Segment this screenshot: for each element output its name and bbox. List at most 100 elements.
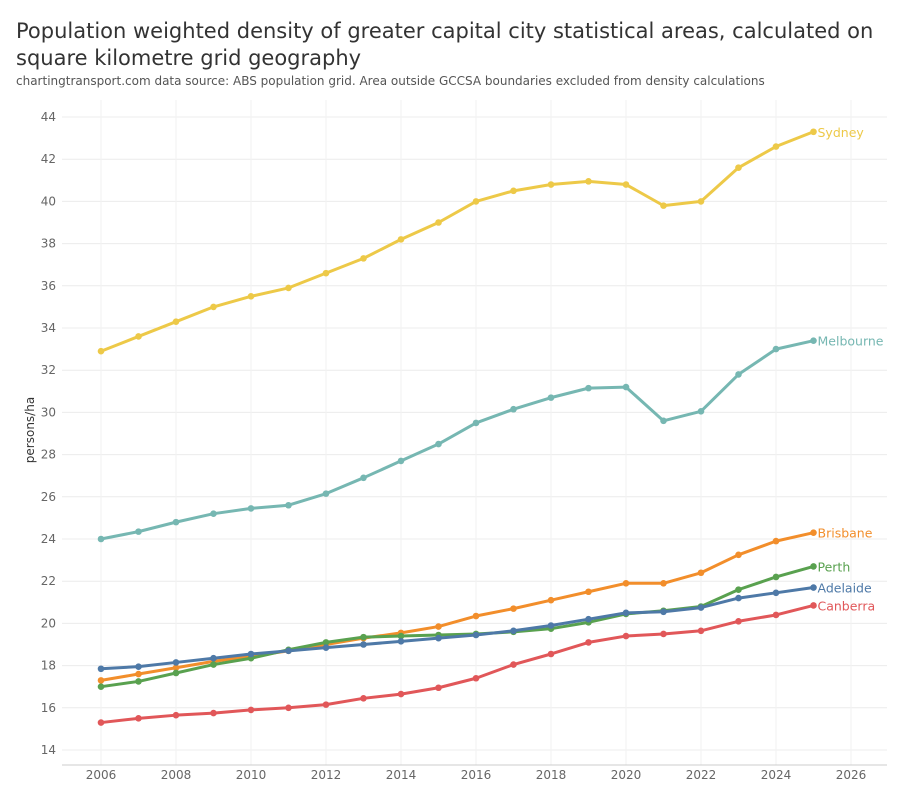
- y-tick-label: 38: [41, 237, 56, 251]
- data-point: [472, 198, 480, 205]
- data-point: [660, 608, 667, 616]
- series-line: [100, 586, 814, 671]
- x-tick-label: 2024: [761, 768, 792, 782]
- data-point: [97, 347, 105, 355]
- data-point: [360, 695, 367, 702]
- y-tick-label: 30: [41, 405, 56, 419]
- data-point: [285, 647, 292, 655]
- y-tick-label: 42: [41, 152, 56, 166]
- data-point: [247, 706, 255, 714]
- data-point: [585, 178, 592, 185]
- data-point: [172, 318, 180, 325]
- data-point: [547, 622, 555, 629]
- data-point: [135, 678, 142, 685]
- y-tick-label: 28: [41, 448, 56, 462]
- y-tick-label: 40: [41, 194, 56, 208]
- data-point: [435, 440, 442, 448]
- data-point: [547, 394, 555, 401]
- series-line: [100, 130, 815, 353]
- data-point: [810, 128, 817, 136]
- y-tick-label: 34: [41, 321, 56, 335]
- data-point: [322, 701, 330, 708]
- data-point: [697, 569, 705, 577]
- data-point: [285, 284, 292, 292]
- data-point: [810, 602, 817, 609]
- data-point: [697, 627, 705, 635]
- data-point: [547, 181, 555, 188]
- data-point: [772, 143, 780, 150]
- data-point: [772, 589, 780, 597]
- data-point: [435, 623, 442, 630]
- data-point: [622, 383, 630, 391]
- data-point: [585, 639, 592, 646]
- series-label: Brisbane: [818, 526, 873, 541]
- series-line: [100, 604, 814, 725]
- y-tick-label: 36: [41, 279, 56, 293]
- data-point: [360, 474, 367, 482]
- series-adelaide: Adelaide: [97, 581, 872, 673]
- data-point: [135, 663, 142, 670]
- data-point: [622, 181, 630, 188]
- data-point: [360, 633, 367, 641]
- y-axis-label: persons/ha: [23, 397, 37, 463]
- x-tick-label: 2006: [86, 768, 117, 782]
- data-point: [697, 408, 705, 415]
- data-point: [210, 709, 217, 717]
- data-point: [510, 627, 517, 635]
- data-point: [472, 419, 480, 427]
- data-point: [510, 661, 517, 668]
- data-point: [697, 198, 705, 205]
- data-point: [97, 677, 105, 684]
- data-point: [247, 505, 255, 512]
- data-point: [172, 711, 180, 719]
- y-tick-label: 26: [41, 490, 56, 504]
- data-point: [735, 371, 742, 378]
- data-point: [772, 537, 780, 545]
- data-point: [622, 609, 630, 617]
- series-perth: Perth: [97, 559, 851, 690]
- y-tick-label: 16: [41, 701, 56, 715]
- series-label: Perth: [818, 559, 851, 574]
- data-point: [135, 715, 142, 722]
- data-point: [660, 580, 667, 587]
- series-sydney: Sydney: [97, 125, 864, 355]
- y-tick-label: 20: [41, 616, 56, 630]
- data-point: [397, 457, 405, 465]
- data-point: [660, 630, 667, 638]
- data-point: [697, 604, 705, 611]
- x-tick-label: 2018: [536, 768, 567, 782]
- data-point: [810, 563, 817, 570]
- data-point: [285, 704, 292, 712]
- data-point: [135, 528, 142, 535]
- data-point: [322, 639, 330, 646]
- series-label: Melbourne: [818, 334, 884, 349]
- x-tick-label: 2010: [236, 768, 267, 782]
- x-tick-label: 2008: [161, 768, 192, 782]
- series-canberra: Canberra: [97, 598, 876, 726]
- data-point: [360, 641, 367, 648]
- x-tick-label: 2026: [836, 768, 867, 782]
- data-point: [322, 490, 330, 497]
- data-point: [510, 405, 517, 413]
- data-point: [735, 586, 742, 593]
- data-point: [210, 510, 217, 517]
- data-point: [397, 638, 405, 645]
- data-point: [547, 650, 555, 658]
- data-point: [97, 665, 105, 673]
- data-point: [360, 255, 367, 262]
- series-line: [100, 564, 814, 689]
- data-point: [397, 690, 405, 698]
- y-tick-label: 22: [41, 574, 56, 588]
- data-point: [435, 219, 442, 226]
- data-point: [585, 384, 592, 392]
- data-point: [172, 669, 180, 677]
- data-point: [585, 615, 592, 623]
- data-point: [510, 605, 517, 612]
- y-tick-label: 44: [41, 110, 56, 124]
- x-tick-label: 2014: [386, 768, 417, 782]
- series-label: Canberra: [818, 598, 876, 613]
- data-point: [322, 644, 330, 651]
- data-point: [585, 588, 592, 596]
- x-tick-label: 2016: [461, 768, 492, 782]
